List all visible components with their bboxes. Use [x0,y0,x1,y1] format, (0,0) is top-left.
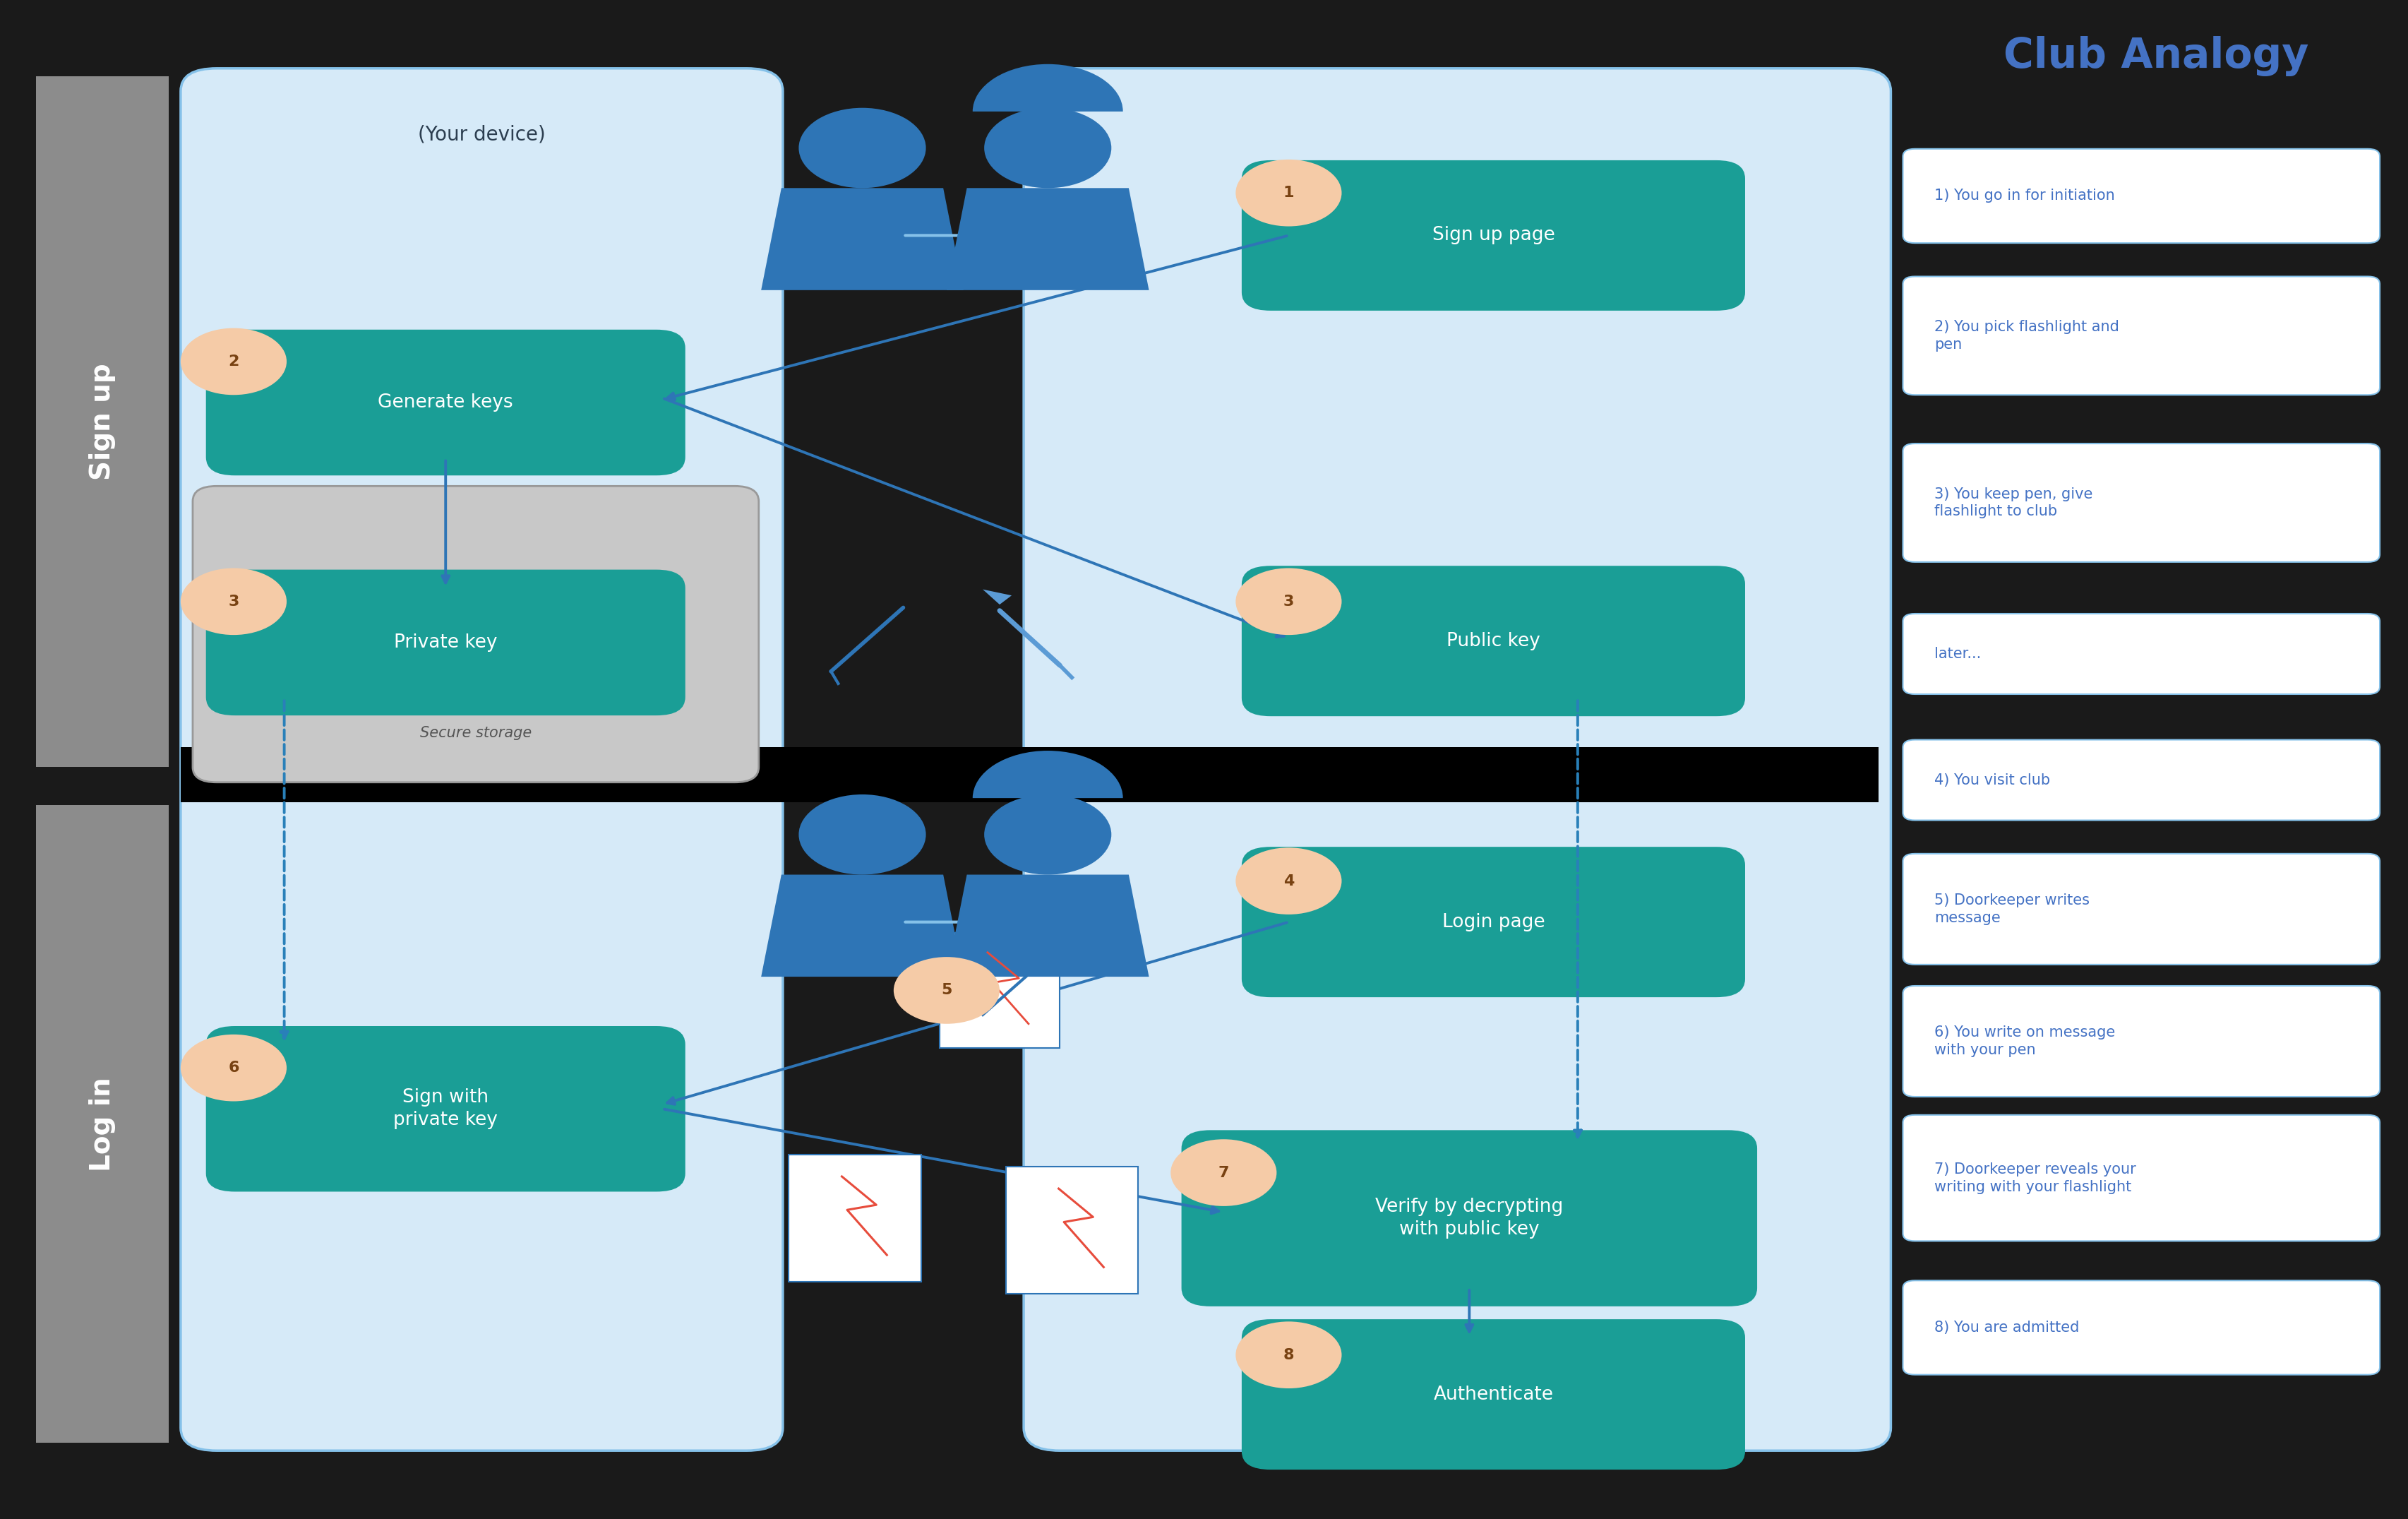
Text: Login page: Login page [1442,913,1544,931]
FancyBboxPatch shape [1007,1167,1137,1294]
Circle shape [181,1034,287,1101]
Text: 3: 3 [1283,594,1293,609]
FancyBboxPatch shape [1023,68,1890,1451]
FancyBboxPatch shape [1902,614,2379,694]
Text: 6) You write on message
with your pen: 6) You write on message with your pen [1934,1025,2114,1057]
Text: 7) Doorkeeper reveals your
writing with your flashlight: 7) Doorkeeper reveals your writing with … [1934,1162,2136,1194]
FancyBboxPatch shape [1243,1318,1743,1470]
Text: Public key: Public key [1447,632,1539,650]
Circle shape [1235,1322,1341,1388]
Circle shape [181,328,287,395]
Polygon shape [761,875,963,977]
FancyBboxPatch shape [1902,1281,2379,1375]
Text: 4: 4 [1283,873,1293,889]
Text: 3: 3 [229,594,238,609]
Text: 4) You visit club: 4) You visit club [1934,773,2049,787]
Polygon shape [946,188,1149,290]
FancyBboxPatch shape [36,76,169,767]
Circle shape [1170,1139,1276,1206]
Circle shape [799,108,925,188]
FancyBboxPatch shape [1180,1130,1755,1306]
FancyBboxPatch shape [939,933,1060,1048]
Text: later...: later... [1934,647,1979,661]
FancyBboxPatch shape [1902,149,2379,243]
Text: 1: 1 [1283,185,1293,201]
FancyBboxPatch shape [1902,276,2379,395]
Text: 6: 6 [229,1060,238,1075]
Circle shape [1235,159,1341,226]
Text: 7: 7 [1218,1165,1228,1180]
Text: Verify by decrypting
with public key: Verify by decrypting with public key [1375,1198,1563,1238]
Text: Authenticate: Authenticate [1433,1385,1553,1404]
FancyBboxPatch shape [207,1027,684,1191]
Polygon shape [946,875,1149,977]
FancyBboxPatch shape [1243,848,1743,996]
Circle shape [181,568,287,635]
Text: 3) You keep pen, give
flashlight to club: 3) You keep pen, give flashlight to club [1934,488,2093,518]
Text: 8: 8 [1283,1347,1293,1363]
FancyBboxPatch shape [1902,1115,2379,1241]
FancyBboxPatch shape [36,805,169,1443]
Text: 2) You pick flashlight and
pen: 2) You pick flashlight and pen [1934,321,2119,351]
Circle shape [985,794,1110,875]
Polygon shape [982,589,1011,605]
FancyBboxPatch shape [181,68,783,1451]
Circle shape [985,108,1110,188]
FancyBboxPatch shape [193,486,759,782]
FancyBboxPatch shape [1902,740,2379,820]
FancyBboxPatch shape [1243,161,1743,311]
Text: Private key: Private key [395,633,496,652]
Text: 5) Doorkeeper writes
message: 5) Doorkeeper writes message [1934,893,2088,925]
Text: 5: 5 [942,983,951,998]
Circle shape [1235,568,1341,635]
Circle shape [893,957,999,1024]
Text: Sign with
private key: Sign with private key [393,1089,498,1129]
FancyBboxPatch shape [207,570,684,715]
FancyBboxPatch shape [1243,567,1743,717]
FancyBboxPatch shape [207,330,684,475]
Text: Secure storage: Secure storage [419,726,532,740]
Polygon shape [761,188,963,290]
Text: Sign up page: Sign up page [1433,226,1553,245]
Bar [181,747,1878,802]
FancyBboxPatch shape [1902,444,2379,562]
Circle shape [799,794,925,875]
Text: Log in: Log in [89,1077,116,1171]
Text: (Your device): (Your device) [419,125,544,144]
FancyBboxPatch shape [1902,854,2379,965]
Text: Generate keys: Generate keys [378,393,513,412]
Text: 2: 2 [229,354,238,369]
FancyBboxPatch shape [787,1154,920,1282]
FancyBboxPatch shape [1902,986,2379,1097]
Wedge shape [973,64,1122,111]
Circle shape [1235,848,1341,914]
Wedge shape [973,750,1122,797]
Text: Sign up: Sign up [89,363,116,480]
Text: 1) You go in for initiation: 1) You go in for initiation [1934,188,2114,204]
Text: Club Analogy: Club Analogy [2003,36,2307,76]
Text: 8) You are admitted: 8) You are admitted [1934,1320,2078,1335]
